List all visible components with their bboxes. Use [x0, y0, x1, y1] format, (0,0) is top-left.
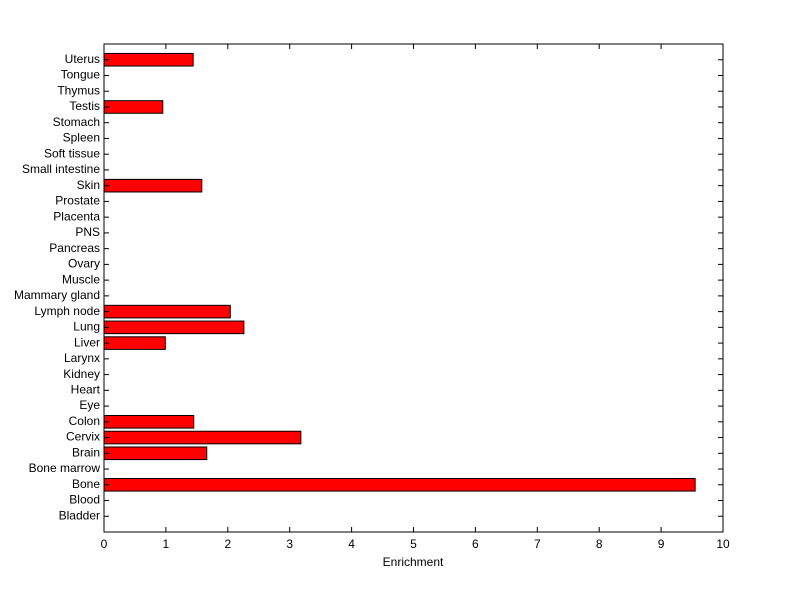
- x-tick-label: 5: [410, 537, 417, 551]
- x-tick-label: 7: [534, 537, 541, 551]
- x-tick-label: 3: [286, 537, 293, 551]
- y-tick-label: Soft tissue: [44, 146, 100, 160]
- bar: [103, 415, 195, 429]
- y-tick-label: Pancreas: [49, 241, 100, 255]
- bar: [103, 178, 203, 193]
- y-tick-label: Kidney: [63, 367, 100, 381]
- bar: [103, 100, 164, 114]
- y-tick-label: Uterus: [65, 52, 100, 66]
- y-tick-label: Muscle: [62, 272, 100, 286]
- y-tick-label: Prostate: [55, 194, 100, 208]
- x-tick-label: 9: [658, 537, 665, 551]
- x-tick-label: 10: [716, 537, 730, 551]
- y-tick-label: Colon: [69, 414, 100, 428]
- y-tick-label: Placenta: [53, 209, 100, 223]
- y-tick-label: Lymph node: [34, 304, 100, 318]
- x-tick-label: 6: [472, 537, 479, 551]
- bar: [103, 320, 245, 335]
- y-tick-label: Cervix: [66, 430, 100, 444]
- x-axis-label: Enrichment: [383, 555, 444, 569]
- bar: [103, 446, 208, 461]
- y-tick-label: Eye: [79, 398, 100, 412]
- x-tick-label: 0: [101, 537, 108, 551]
- y-tick-label: Heart: [71, 382, 101, 396]
- y-tick-label: Brain: [72, 445, 100, 459]
- y-tick-label: Mammary gland: [14, 288, 100, 302]
- y-tick-label: PNS: [75, 225, 100, 239]
- y-tick-label: Tongue: [61, 68, 101, 82]
- y-tick-label: Liver: [74, 335, 100, 349]
- axes-box: [103, 43, 724, 533]
- x-tick-label: 8: [596, 537, 603, 551]
- y-tick-label: Bone: [72, 477, 100, 491]
- y-tick-label: Spleen: [63, 131, 100, 145]
- x-tick-label: 1: [163, 537, 170, 551]
- bar: [103, 336, 166, 350]
- y-tick-label: Skin: [77, 178, 100, 192]
- y-tick-label: Testis: [69, 99, 100, 113]
- x-tick-label: 4: [348, 537, 355, 551]
- y-tick-label: Stomach: [53, 115, 100, 129]
- x-tick-label: 2: [224, 537, 231, 551]
- y-tick-label: Larynx: [64, 351, 100, 365]
- y-tick-label: Small intestine: [22, 162, 100, 176]
- y-tick-label: Lung: [73, 320, 100, 334]
- bar: [103, 430, 302, 445]
- bar: [103, 304, 231, 319]
- y-tick-label: Blood: [69, 493, 100, 507]
- y-tick-label: Bladder: [59, 508, 100, 522]
- bar: [103, 477, 696, 492]
- y-tick-label: Ovary: [68, 257, 100, 271]
- y-tick-label: Bone marrow: [29, 461, 101, 475]
- y-tick-label: Thymus: [57, 83, 100, 97]
- bar: [103, 52, 194, 67]
